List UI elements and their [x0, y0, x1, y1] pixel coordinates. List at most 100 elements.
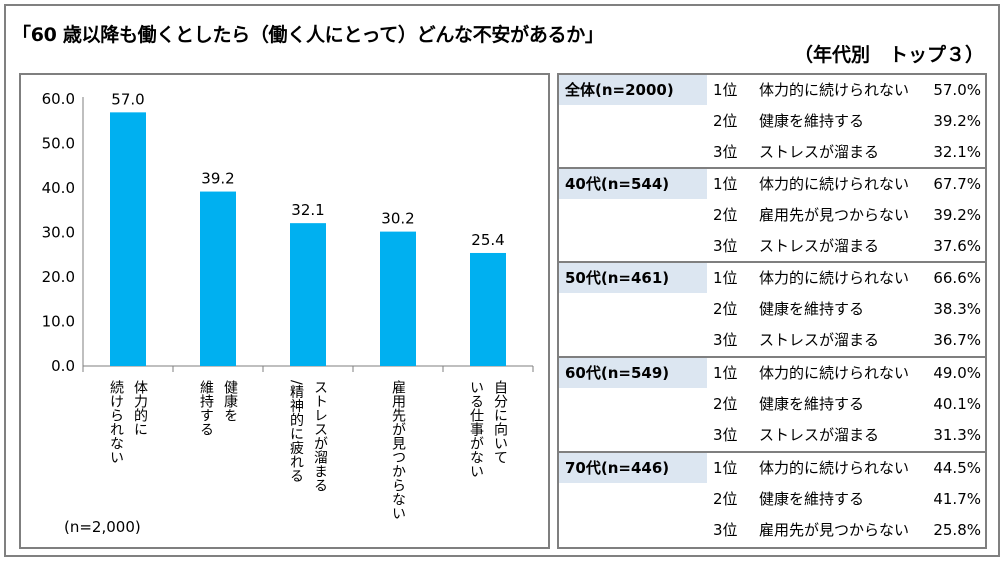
- rank-cell: 3位: [713, 237, 738, 255]
- rank-cell: 1位: [713, 269, 738, 287]
- group-label: 40代(n=544): [559, 169, 707, 199]
- rank-cell: 2位: [713, 206, 738, 224]
- table-row: 2位 健康を維持する 39.2%: [707, 106, 985, 137]
- table-group: 40代(n=544) 1位 体力的に続けられない 67.7% 2位 雇用先が見つからない 3…: [559, 169, 985, 263]
- item-cell: 健康を維持する: [759, 300, 865, 318]
- group-label: 60代(n=549): [559, 358, 707, 388]
- group-label: 50代(n=461): [559, 263, 707, 293]
- table-row: 3位 ストレスが溜まる 32.1%: [707, 137, 985, 168]
- category-label: /精神的に疲れる: [288, 380, 304, 483]
- bar-chart-panel: 60.0 50.0 40.0 30.0 20.0 10.0 0.0 57.0 体力的に 続けられな…: [19, 73, 550, 549]
- rank-cell: 3位: [713, 143, 738, 161]
- percent-cell: 25.8%: [933, 521, 981, 539]
- item-cell: 体力的に続けられない: [759, 459, 910, 477]
- item-cell: 健康を維持する: [759, 395, 865, 413]
- percent-cell: 37.6%: [933, 237, 981, 255]
- rank-cell: 1位: [713, 364, 738, 382]
- item-cell: 雇用先が見つからない: [759, 521, 910, 539]
- category-label: 雇用先が見つからない: [390, 379, 406, 520]
- bar: [290, 223, 326, 366]
- table-row: 1位 体力的に続けられない 44.5%: [707, 453, 985, 484]
- percent-cell: 57.0%: [933, 81, 981, 99]
- table-row: 2位 雇用先が見つからない 39.2%: [707, 200, 985, 231]
- bar-value-label: 32.1: [291, 201, 324, 219]
- table-row: 2位 健康を維持する 38.3%: [707, 294, 985, 325]
- item-cell: 体力的に続けられない: [759, 364, 910, 382]
- item-cell: 体力的に続けられない: [759, 269, 910, 287]
- table-group: 60代(n=549) 1位 体力的に続けられない 49.0% 2位 健康を維持する 40.1…: [559, 358, 985, 453]
- age-group-top3-table: 全体(n=2000) 1位 体力的に続けられない 57.0% 2位 健康を維持する 39.2…: [557, 73, 987, 549]
- y-tick-label: 40.0: [42, 179, 75, 197]
- percent-cell: 39.2%: [933, 112, 981, 130]
- category-label: 健康を: [222, 380, 238, 422]
- y-tick-label: 50.0: [42, 135, 75, 153]
- y-tick-label: 20.0: [42, 268, 75, 286]
- item-cell: ストレスが溜まる: [759, 143, 880, 161]
- table-row: 3位 ストレスが溜まる 31.3%: [707, 420, 985, 451]
- bar-chart: 60.0 50.0 40.0 30.0 20.0 10.0 0.0 57.0 体力的に続けられな…: [42, 90, 534, 520]
- rank-cell: 1位: [713, 459, 738, 477]
- item-cell: 健康を維持する: [759, 490, 865, 508]
- rank-cell: 2位: [713, 490, 738, 508]
- group-label: 全体(n=2000): [559, 75, 707, 105]
- item-cell: 体力的に続けられない: [759, 81, 910, 99]
- category-label: 体力的に: [132, 380, 148, 436]
- rank-cell: 3位: [713, 331, 738, 349]
- bar: [380, 231, 416, 366]
- item-cell: 雇用先が見つからない: [759, 206, 910, 224]
- bar: [470, 252, 506, 366]
- table-group: 70代(n=446) 1位 体力的に続けられない 44.5% 2位 健康を維持する 41.7…: [559, 453, 985, 547]
- table-row: 2位 健康を維持する 41.7%: [707, 484, 985, 515]
- bar: [200, 191, 236, 366]
- table-row: 1位 体力的に続けられない 67.7%: [707, 169, 985, 200]
- item-cell: ストレスが溜まる: [759, 331, 880, 349]
- bar: [110, 112, 146, 366]
- category-label: 維持する: [198, 380, 214, 436]
- y-tick-label: 0.0: [51, 357, 75, 375]
- bar-value-label: 30.2: [381, 210, 414, 228]
- percent-cell: 67.7%: [933, 175, 981, 193]
- category-label: 続けられない: [108, 379, 124, 464]
- rank-cell: 1位: [713, 81, 738, 99]
- percent-cell: 31.3%: [933, 426, 981, 444]
- rank-cell: 2位: [713, 395, 738, 413]
- bar-value-label: 57.0: [111, 90, 144, 108]
- table-row: 3位 雇用先が見つからない 25.8%: [707, 515, 985, 546]
- group-label: 70代(n=446): [559, 453, 707, 483]
- y-tick-label: 60.0: [42, 90, 75, 108]
- percent-cell: 40.1%: [933, 395, 981, 413]
- item-cell: ストレスが溜まる: [759, 426, 880, 444]
- category-label: ストレスが溜まる: [312, 380, 328, 492]
- sample-size-note: (n=2,000): [64, 518, 141, 536]
- table-row: 3位 ストレスが溜まる 37.6%: [707, 231, 985, 262]
- table-row: 1位 体力的に続けられない 57.0%: [707, 75, 985, 106]
- percent-cell: 38.3%: [933, 300, 981, 318]
- rank-cell: 2位: [713, 112, 738, 130]
- rank-cell: 3位: [713, 521, 738, 539]
- table-row: 1位 体力的に続けられない 49.0%: [707, 358, 985, 389]
- page-title: 「60 歳以降も働くとしたら（働く人にとって）どんな不安があるか」: [12, 24, 604, 46]
- item-cell: 体力的に続けられない: [759, 175, 910, 193]
- table-row: 2位 健康を維持する 40.1%: [707, 389, 985, 420]
- rank-cell: 1位: [713, 175, 738, 193]
- category-label: 自分に向いて: [492, 380, 508, 464]
- rank-cell: 2位: [713, 300, 738, 318]
- rank-cell: 3位: [713, 426, 738, 444]
- outer-frame: [4, 4, 1000, 557]
- percent-cell: 66.6%: [933, 269, 981, 287]
- table-group: 50代(n=461) 1位 体力的に続けられない 66.6% 2位 健康を維持する 38.3…: [559, 263, 985, 358]
- percent-cell: 44.5%: [933, 459, 981, 477]
- y-tick-label: 10.0: [42, 313, 75, 331]
- percent-cell: 32.1%: [933, 143, 981, 161]
- table-row: 3位 ストレスが溜まる 36.7%: [707, 325, 985, 356]
- percent-cell: 41.7%: [933, 490, 981, 508]
- percent-cell: 49.0%: [933, 364, 981, 382]
- percent-cell: 39.2%: [933, 206, 981, 224]
- item-cell: ストレスが溜まる: [759, 237, 880, 255]
- item-cell: 健康を維持する: [759, 112, 865, 130]
- bar-value-label: 39.2: [201, 170, 234, 188]
- y-tick-label: 30.0: [42, 224, 75, 242]
- table-group: 全体(n=2000) 1位 体力的に続けられない 57.0% 2位 健康を維持する 39.2…: [559, 75, 985, 169]
- bar-value-label: 25.4: [471, 231, 504, 249]
- table-row: 1位 体力的に続けられない 66.6%: [707, 263, 985, 294]
